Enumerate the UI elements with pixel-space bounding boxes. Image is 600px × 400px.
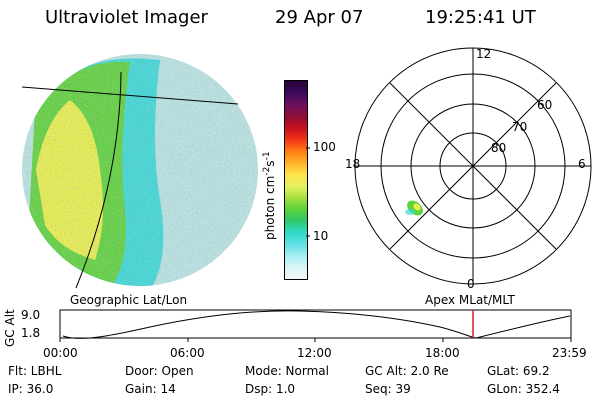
polar-diagonal-1 (389, 82, 557, 250)
map-green-band (25, 61, 130, 286)
info-gain: Gain: 14 (125, 382, 176, 396)
geographic-caption: Geographic Lat/Lon (70, 293, 188, 307)
colorbar (284, 80, 308, 280)
mlt-label-0: 0 (467, 277, 475, 291)
orbit-xtick-label-4: 23:59 (552, 346, 587, 360)
orbit-frame (59, 309, 572, 339)
polar-aurora-edge (405, 209, 415, 215)
mlat-label-60: 60 (537, 98, 553, 112)
map-pale-region (22, 54, 258, 286)
polar-caption: Apex MLat/MLT (425, 293, 515, 307)
polar-aurora-spot (407, 200, 423, 216)
colorbar-tick-label-10: 10 (313, 229, 329, 243)
info-gc-alt: GC Alt: 2.0 Re (365, 364, 449, 378)
map-cyan-band (25, 58, 164, 286)
orbit-ytick-high: 9.0 (21, 308, 41, 322)
mlat-label-70: 70 (512, 120, 528, 134)
orbit-altitude-curve (62, 310, 571, 339)
mlt-label-12: 12 (476, 47, 492, 61)
mlt-label-6: 6 (578, 157, 586, 171)
mlt-label-18: 18 (345, 157, 361, 171)
polar-ring-50 (354, 47, 592, 285)
info-glon: GLon: 352.4 (487, 382, 560, 396)
orbit-xtick-label-2: 12:00 (297, 346, 332, 360)
latitude-line (21, 86, 239, 105)
info-dsp: Dsp: 1.0 (245, 382, 296, 396)
longitude-line (75, 71, 122, 289)
mlat-label-80: 80 (491, 141, 507, 155)
info-ip: IP: 36.0 (8, 382, 54, 396)
orbit-xtick-label-1: 06:00 (170, 346, 205, 360)
date-label: 29 Apr 07 (275, 7, 364, 28)
map-grain (22, 54, 258, 286)
map-yellow-band (36, 100, 104, 260)
orbit-xtick-label-3: 18:00 (425, 346, 460, 360)
orbit-ytick-low: 1.8 (21, 326, 41, 340)
info-glat: GLat: 69.2 (487, 364, 550, 378)
info-door: Door: Open (125, 364, 194, 378)
info-filter: Flt: LBHL (8, 364, 62, 378)
instrument-title: Ultraviolet Imager (45, 7, 208, 28)
orbit-ylabel: GC Alt (3, 309, 17, 347)
orbit-xtick-label-0: 00:00 (43, 346, 78, 360)
info-mode: Mode: Normal (245, 364, 329, 378)
colorbar-tick-label-100: 100 (313, 140, 336, 154)
polar-diagonal-2 (389, 82, 557, 250)
time-label: 19:25:41 UT (425, 7, 536, 28)
info-seq: Seq: 39 (365, 382, 411, 396)
polar-aurora-core (413, 203, 421, 211)
colorbar-unit-label: photon cm-2s-1 (262, 151, 277, 240)
